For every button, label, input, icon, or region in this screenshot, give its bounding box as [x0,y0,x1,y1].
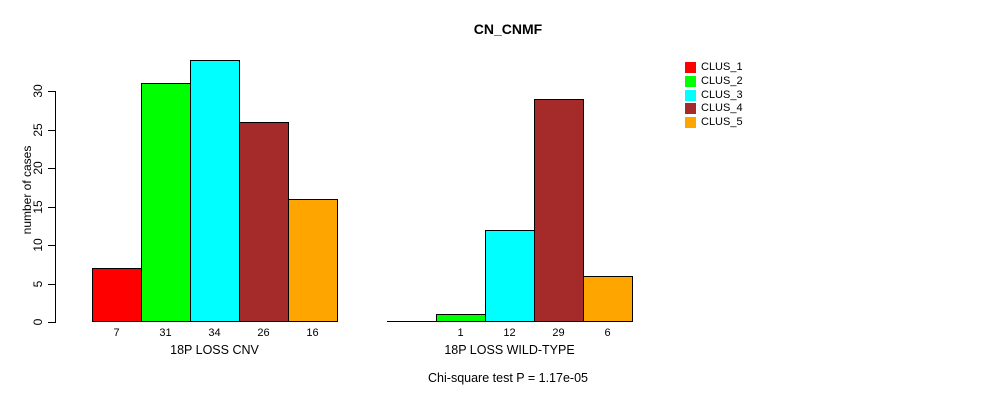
bar-value-label: 34 [208,327,221,339]
legend-item: CLUS_5 [685,116,743,130]
y-tick-label: 0 [31,318,45,326]
bar-value-label: 31 [159,327,172,339]
y-tick-label: 30 [31,84,45,98]
y-tick [48,91,56,92]
legend-swatch-icon [685,62,696,74]
bar-value-label: 7 [113,327,120,339]
chi-square-note: Chi-square test P = 1.17e-05 [428,371,588,385]
y-tick [48,206,56,208]
y-tick-label: 5 [31,280,45,287]
legend-item: CLUS_1 [685,61,743,75]
bar-value-label: 29 [552,327,565,339]
legend-swatch-icon [685,89,696,101]
y-tick-label: 10 [31,238,45,252]
bar-value-label: 26 [257,327,270,339]
bar-value-label: 16 [306,327,319,339]
legend-label: CLUS_2 [701,75,743,88]
legend-swatch-icon [685,103,696,115]
y-tick [48,168,56,169]
group-label-2: 18P LOSS WILD-TYPE [444,343,575,357]
legend-label: CLUS_4 [701,102,743,115]
bar-clus_1-group1 [92,268,142,322]
bar-clus_4-group1 [239,122,289,322]
bar-value-label: 6 [604,327,611,339]
y-axis-label: number of cases [20,145,34,235]
bar-clus_5-group2 [583,276,633,322]
y-tick [48,322,56,323]
legend: CLUS_1 CLUS_2 CLUS_3 CLUS_4 CLUS_5 [685,61,743,129]
bar-value-label: 12 [503,327,516,339]
legend-item: CLUS_4 [685,102,743,116]
legend-label: CLUS_3 [701,88,743,101]
bar-clus_3-group1 [190,60,240,322]
bar-clus_5-group1 [288,199,338,322]
bar-clus_1-group2 [387,321,437,322]
bar-clus_4-group2 [534,99,584,322]
y-tick [48,129,56,131]
legend-label: CLUS_1 [701,61,743,74]
y-tick-label: 15 [31,199,45,214]
chart-title: CN_CNMF [473,21,543,37]
y-tick [48,245,56,246]
y-tick [48,283,56,285]
legend-item: CLUS_3 [685,88,743,102]
bar-clus_2-group2 [436,314,486,322]
bar-clus_3-group2 [485,230,535,322]
bar-value-label: 1 [457,327,464,339]
group-label-1: 18P LOSS CNV [170,343,259,357]
legend-label: CLUS_5 [701,116,743,129]
legend-item: CLUS_2 [685,75,743,89]
bar-clus_2-group1 [141,83,191,322]
legend-swatch-icon [685,76,696,88]
y-tick-label: 20 [31,161,45,175]
legend-swatch-icon [685,117,696,129]
y-tick-label: 25 [31,122,45,137]
